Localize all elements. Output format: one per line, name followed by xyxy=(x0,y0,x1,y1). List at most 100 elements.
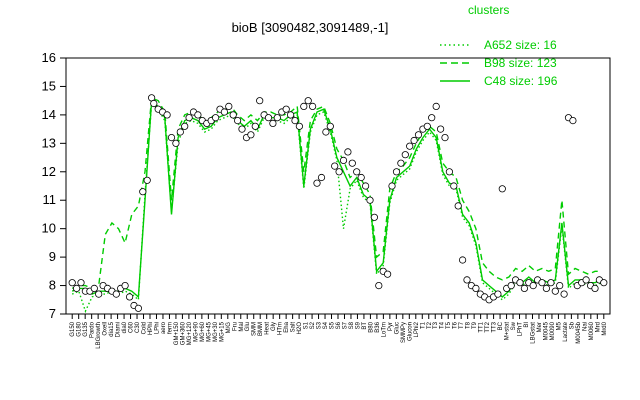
series-line-c48 xyxy=(71,99,602,299)
data-point xyxy=(423,122,431,130)
x-tick-label: Mer xyxy=(537,322,543,332)
data-point xyxy=(547,279,555,287)
data-point xyxy=(432,102,440,111)
data-point xyxy=(331,162,339,170)
data-point xyxy=(234,117,242,125)
data-point xyxy=(458,256,467,264)
x-tick-label: BC xyxy=(498,321,504,330)
data-point xyxy=(251,122,259,130)
x-tick-label: G135 xyxy=(83,321,89,336)
x-tick-label: TT3 xyxy=(492,321,498,332)
x-tick-label: T2 xyxy=(427,321,433,329)
x-tick-label: T9 xyxy=(472,321,478,329)
x-tick-label: MG+15 xyxy=(219,321,225,342)
data-point xyxy=(238,125,246,133)
data-point xyxy=(300,102,308,111)
x-tick-label: M5 xyxy=(556,321,562,330)
data-point xyxy=(507,281,515,290)
x-tick-label: C60 xyxy=(129,321,135,333)
x-tick-label: M0060 xyxy=(589,321,595,340)
y-tick-label: 7 xyxy=(49,306,56,321)
data-point xyxy=(410,136,418,145)
data-point xyxy=(286,111,295,119)
data-point xyxy=(68,279,76,287)
data-point xyxy=(366,196,374,204)
data-point xyxy=(375,281,383,290)
data-point xyxy=(344,148,352,156)
data-point xyxy=(269,119,277,128)
data-point xyxy=(256,97,264,105)
y-tick-label: 14 xyxy=(42,107,56,122)
legend-entry-c48: C48 size: 196 xyxy=(440,74,558,88)
data-point xyxy=(134,304,142,312)
data-point xyxy=(176,128,184,136)
data-point xyxy=(556,281,564,290)
x-tick-label: H2O xyxy=(297,322,303,335)
data-point xyxy=(220,108,228,116)
y-tick-label: 13 xyxy=(42,135,56,150)
data-point xyxy=(357,173,365,182)
y-tick-label: 10 xyxy=(42,221,56,236)
points-layer xyxy=(68,94,608,312)
x-tick-label: B36 xyxy=(375,321,381,332)
data-point xyxy=(494,290,502,298)
x-tick-label: Glu xyxy=(245,322,251,331)
data-point xyxy=(560,290,568,298)
data-point xyxy=(436,125,445,133)
y-tick-label: 11 xyxy=(43,192,57,207)
x-tick-label: LBGrowth xyxy=(96,322,102,349)
data-point xyxy=(95,290,103,298)
data-point xyxy=(542,284,551,292)
x-tick-label: Mal xyxy=(239,322,245,332)
x-tick-label: BT xyxy=(362,322,368,330)
x-tick-label: T5 xyxy=(446,321,452,329)
x-tick-label: Salt xyxy=(291,322,297,333)
x-tick-label: Mrd0 xyxy=(602,321,608,335)
data-point xyxy=(348,159,356,167)
x-tick-label: Gluc xyxy=(394,322,400,334)
data-point xyxy=(322,128,330,136)
data-point xyxy=(361,182,370,190)
chart-title: bioB [3090482,3091489,-1] xyxy=(232,20,389,35)
data-point xyxy=(126,293,134,301)
x-tick-label: S2 xyxy=(310,321,316,329)
x-tick-label: T1 xyxy=(420,321,426,329)
data-point xyxy=(143,176,151,184)
x-tick-label: Heat xyxy=(265,322,271,335)
x-tick-label: SMMPy xyxy=(401,322,407,343)
series-layer xyxy=(71,96,602,314)
x-tick-label: T7 xyxy=(459,321,465,329)
data-point xyxy=(247,131,255,139)
x-tick-label: TT2 xyxy=(485,321,491,332)
legend-label-a652: A652 size: 16 xyxy=(484,38,557,52)
x-tick-label: LPhi2 xyxy=(414,321,420,337)
data-point xyxy=(308,102,317,111)
data-point xyxy=(181,122,189,130)
series-line-b98 xyxy=(71,96,602,290)
x-tick-label: LBGstat xyxy=(530,322,536,344)
data-point xyxy=(291,117,299,125)
x-tick-label: TT1 xyxy=(479,321,485,332)
data-point xyxy=(392,168,401,176)
data-point xyxy=(516,279,524,287)
x-tick-label: Eha xyxy=(284,321,290,332)
legend: clusters A652 size: 16 B98 size: 123 C48… xyxy=(440,3,558,88)
x-tick-label: Gly xyxy=(271,322,277,331)
data-point xyxy=(538,279,546,287)
data-point xyxy=(167,134,176,142)
data-point xyxy=(454,202,462,210)
legend-entry-b98: B98 size: 123 xyxy=(440,56,557,70)
data-point xyxy=(163,111,171,119)
x-tick-label: ferm xyxy=(167,322,173,334)
data-point xyxy=(73,284,81,292)
data-point xyxy=(194,111,202,119)
x-tick-label: T8 xyxy=(466,321,472,329)
data-point xyxy=(313,179,321,187)
data-point xyxy=(317,173,326,182)
data-point xyxy=(282,105,290,113)
data-point xyxy=(445,168,453,176)
data-point xyxy=(273,114,281,122)
data-point xyxy=(388,182,396,190)
data-point xyxy=(582,276,590,284)
